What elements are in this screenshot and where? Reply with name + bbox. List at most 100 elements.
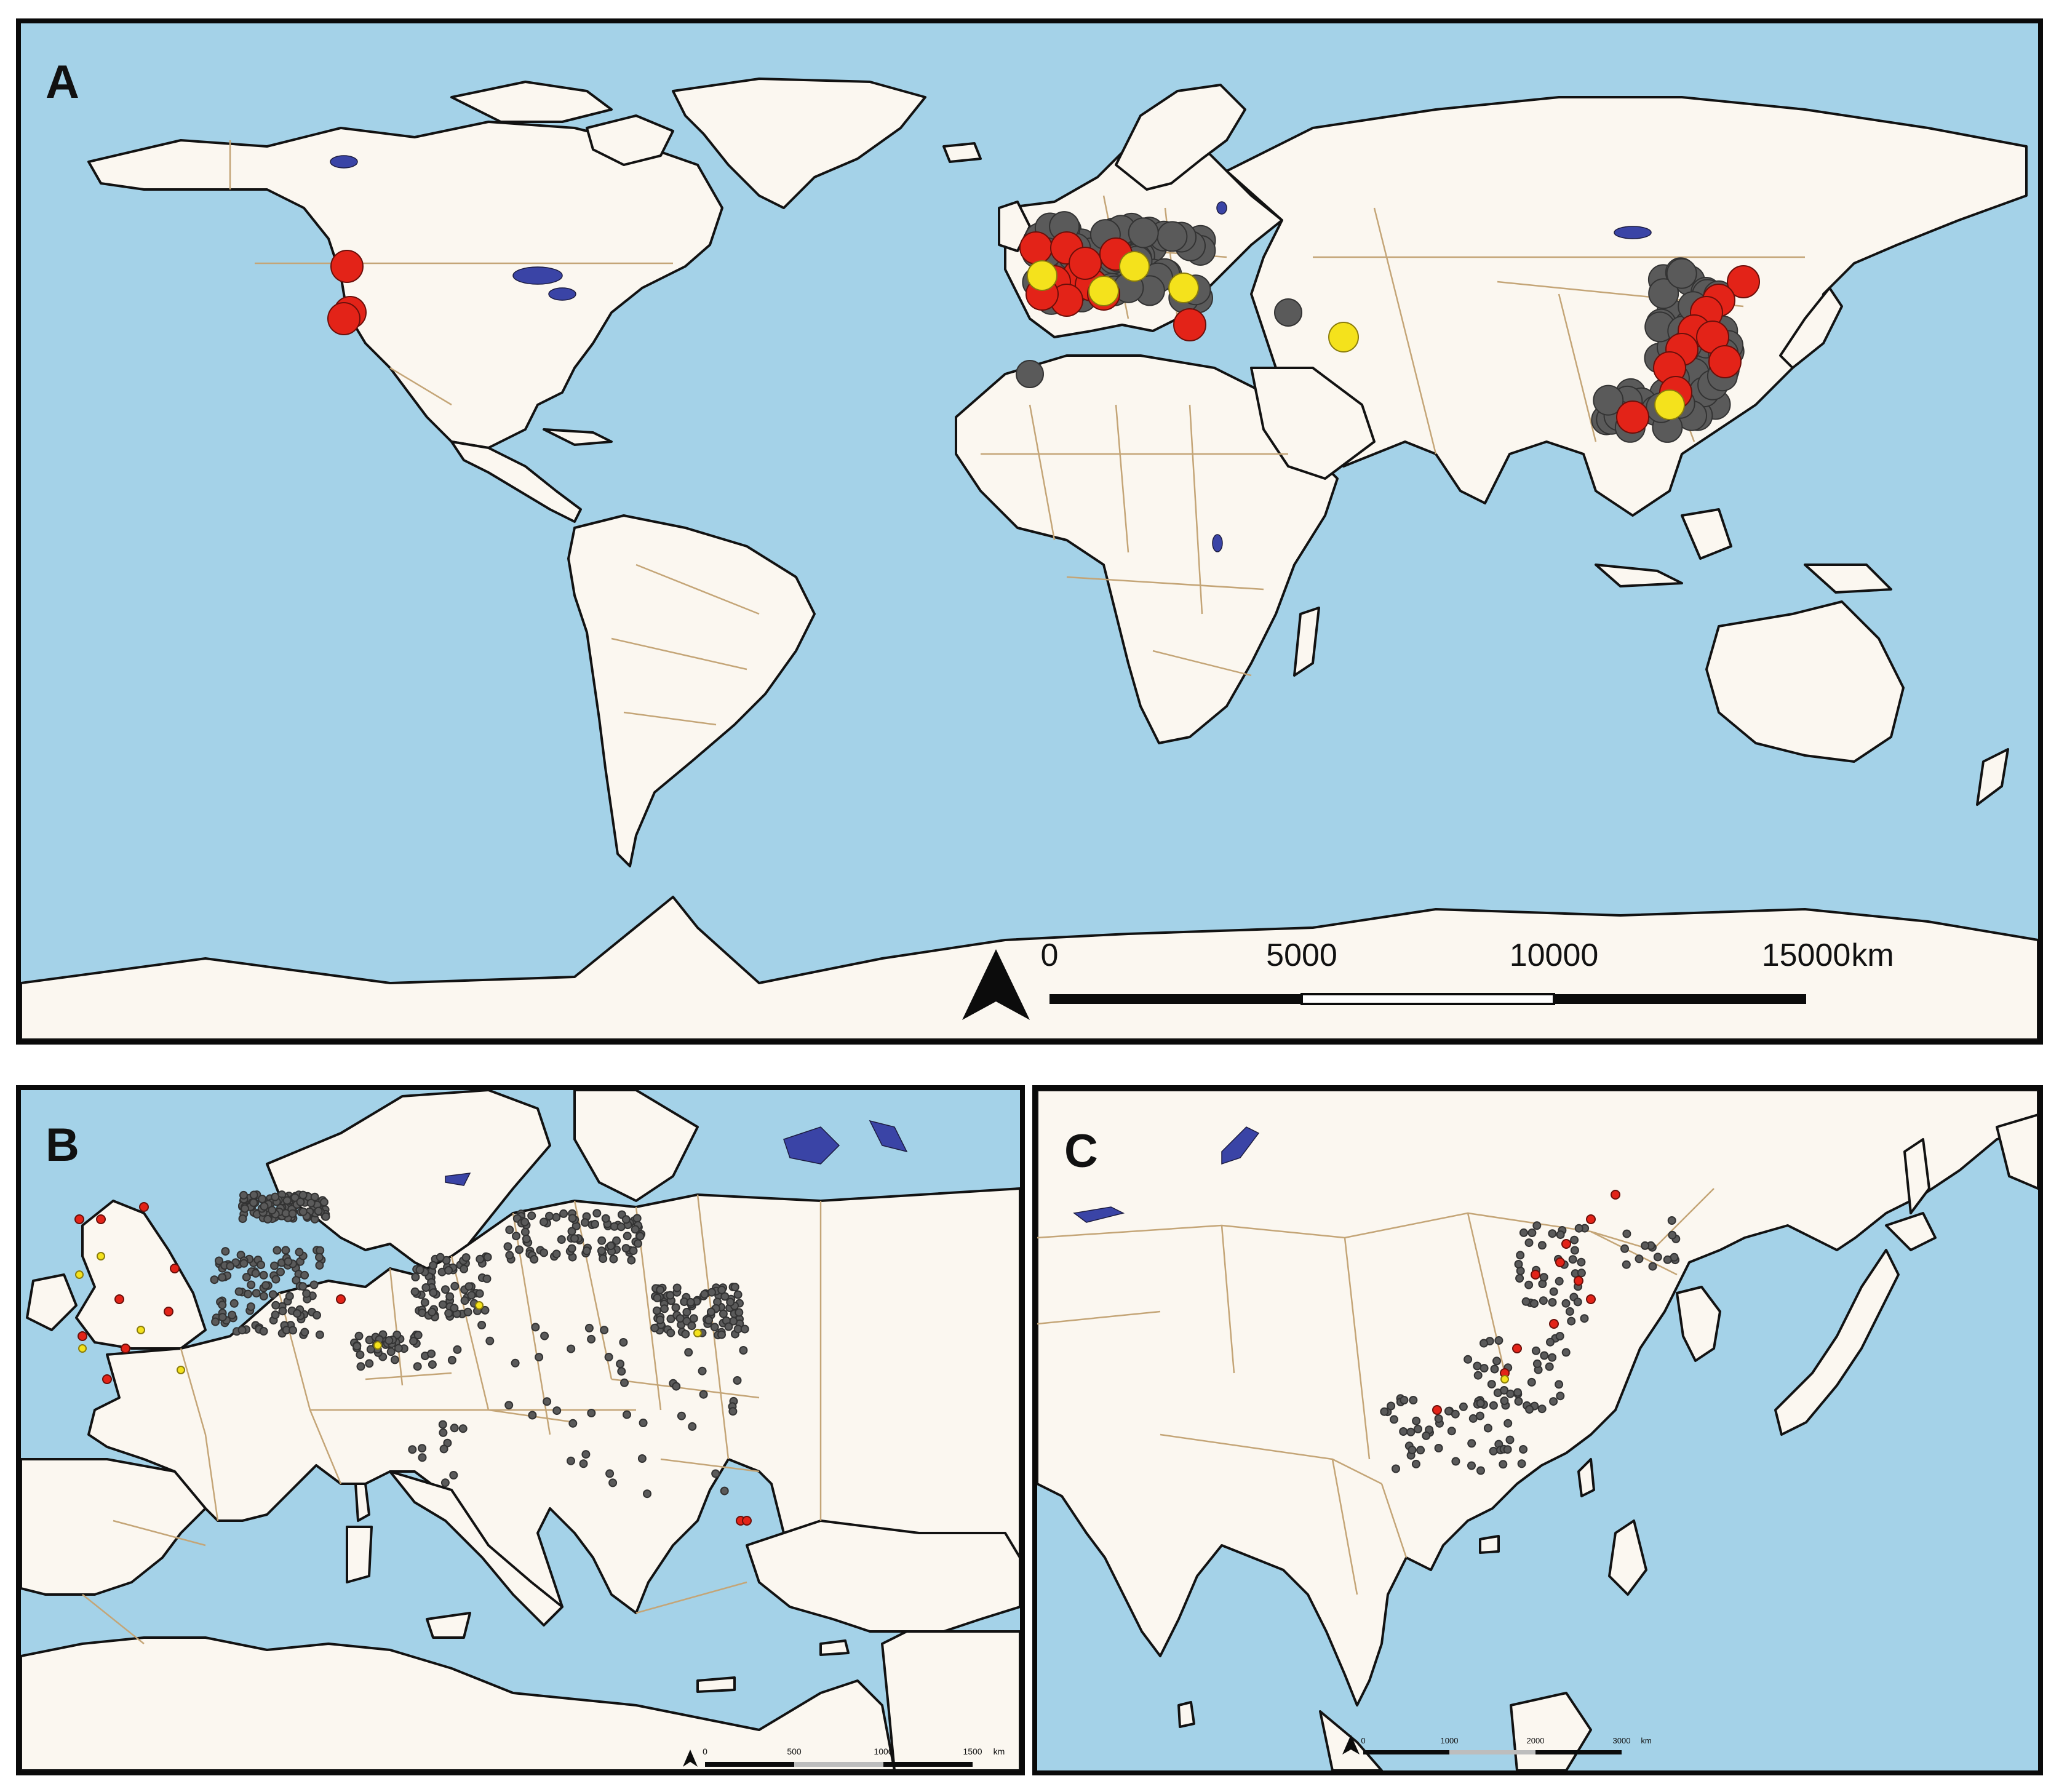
gray-occurrence-point [666,1291,675,1300]
gray-occurrence-point [234,1287,244,1296]
levant-b [881,1630,1020,1770]
gray-occurrence-point [1500,1396,1509,1406]
scale-tick-b-1: 500 [787,1746,802,1756]
gray-occurrence-point [687,1321,696,1331]
gray-occurrence-point [310,1192,319,1201]
gray-occurrence-point [616,1222,626,1232]
gray-occurrence-point [365,1359,374,1368]
gray-occurrence-point [292,1276,301,1285]
gray-occurrence-point [637,1454,647,1463]
red-occurrence-point [74,1214,84,1224]
gray-occurrence-point [226,1262,235,1271]
gray-occurrence-point [211,1317,220,1326]
gray-occurrence-point [1525,1405,1534,1414]
gray-occurrence-point [1539,1273,1548,1282]
gray-occurrence-point [587,1334,596,1344]
gray-occurrence-point [215,1256,223,1265]
gray-occurrence-point [1546,1337,1555,1347]
gray-occurrence-point [599,1254,608,1264]
gray-occurrence-point [1506,1389,1515,1398]
gray-occurrence-point [1556,1392,1565,1401]
gray-occurrence-point [1567,1316,1576,1326]
gray-occurrence-point [352,1342,362,1351]
gray-occurrence-point [1411,1459,1420,1468]
gray-occurrence-point [629,1246,638,1256]
gray-occurrence-point [635,1232,645,1241]
gray-occurrence-point [1527,1377,1536,1387]
gray-occurrence-point [656,1315,664,1324]
gray-occurrence-point [1668,1230,1677,1240]
gray-occurrence-point [1593,384,1624,416]
sakhalin-c [1903,1138,1930,1214]
gray-occurrence-point [650,1323,659,1332]
gray-occurrence-point [242,1273,251,1282]
gray-occurrence-point [597,1246,606,1256]
gray-occurrence-point [617,1367,626,1376]
gray-occurrence-point [552,1406,562,1416]
gray-occurrence-point [298,1282,308,1291]
gray-occurrence-point [390,1355,399,1364]
gray-occurrence-point [543,1397,552,1406]
gray-occurrence-point [728,1407,738,1416]
europe-landmasses [21,1090,1020,1770]
borneo [1681,508,1732,560]
gray-occurrence-point [740,1324,749,1334]
gray-occurrence-point [1580,1314,1589,1323]
red-occurrence-point [330,250,364,283]
gray-occurrence-point [568,1214,577,1223]
gray-occurrence-point [1399,1427,1408,1436]
gray-occurrence-point [1524,1280,1534,1289]
gray-occurrence-point [522,1234,531,1243]
gray-occurrence-point [1451,1409,1460,1419]
gray-occurrence-point [1548,1298,1557,1307]
europe-map-svg: 0 500 1000 1500 km [21,1090,1020,1770]
gray-occurrence-point [627,1256,636,1265]
gray-occurrence-point [284,1257,293,1266]
gray-occurrence-point [356,1362,365,1371]
red-occurrence-point [1611,1190,1620,1200]
gray-occurrence-point [228,1310,237,1320]
gray-occurrence-point [1408,1446,1417,1454]
gray-occurrence-point [1531,1346,1540,1355]
gray-occurrence-point [520,1227,530,1236]
gray-occurrence-point [656,1285,665,1294]
gray-occurrence-point [458,1424,468,1433]
gray-occurrence-point [568,1419,578,1428]
scale-tick-c-3: 3000 [1613,1736,1631,1745]
gray-occurrence-point [707,1288,716,1297]
gray-occurrence-point [579,1459,588,1468]
gray-occurrence-point [259,1327,268,1336]
gray-occurrence-point [300,1270,309,1280]
gray-occurrence-point [1500,1386,1509,1395]
gray-occurrence-point [1476,1399,1485,1408]
gray-occurrence-point [652,1306,661,1315]
gray-occurrence-point [1514,1397,1523,1406]
scale-tick-c-1: 1000 [1441,1736,1459,1745]
red-occurrence-point [1069,247,1102,280]
gray-occurrence-point [653,1293,662,1302]
yellow-occurrence-point [1119,251,1150,282]
gray-occurrence-point [612,1236,621,1245]
gray-occurrence-point [263,1214,273,1224]
scale-unit-b: km [994,1746,1005,1756]
world-landmasses [21,78,2038,1040]
red-occurrence-point [327,302,360,335]
gray-occurrence-point [620,1378,629,1387]
gray-occurrence-point [439,1428,448,1437]
gray-occurrence-point [1570,1235,1579,1244]
gray-occurrence-point [237,1326,247,1335]
gray-occurrence-point [306,1198,316,1208]
gray-occurrence-point [605,1469,615,1478]
finland-b [573,1090,699,1202]
gray-occurrence-point [606,1241,615,1251]
gray-occurrence-point [475,1289,484,1298]
gray-occurrence-point [1409,1396,1418,1404]
gray-occurrence-point [1648,278,1679,309]
gray-occurrence-point [477,1321,487,1329]
gray-occurrence-point [1530,1299,1539,1308]
baffin-island [586,114,674,166]
gray-occurrence-point [249,1190,258,1200]
gray-occurrence-point [418,1453,427,1462]
gray-occurrence-point [449,1471,458,1479]
gray-occurrence-point [1412,1416,1421,1425]
